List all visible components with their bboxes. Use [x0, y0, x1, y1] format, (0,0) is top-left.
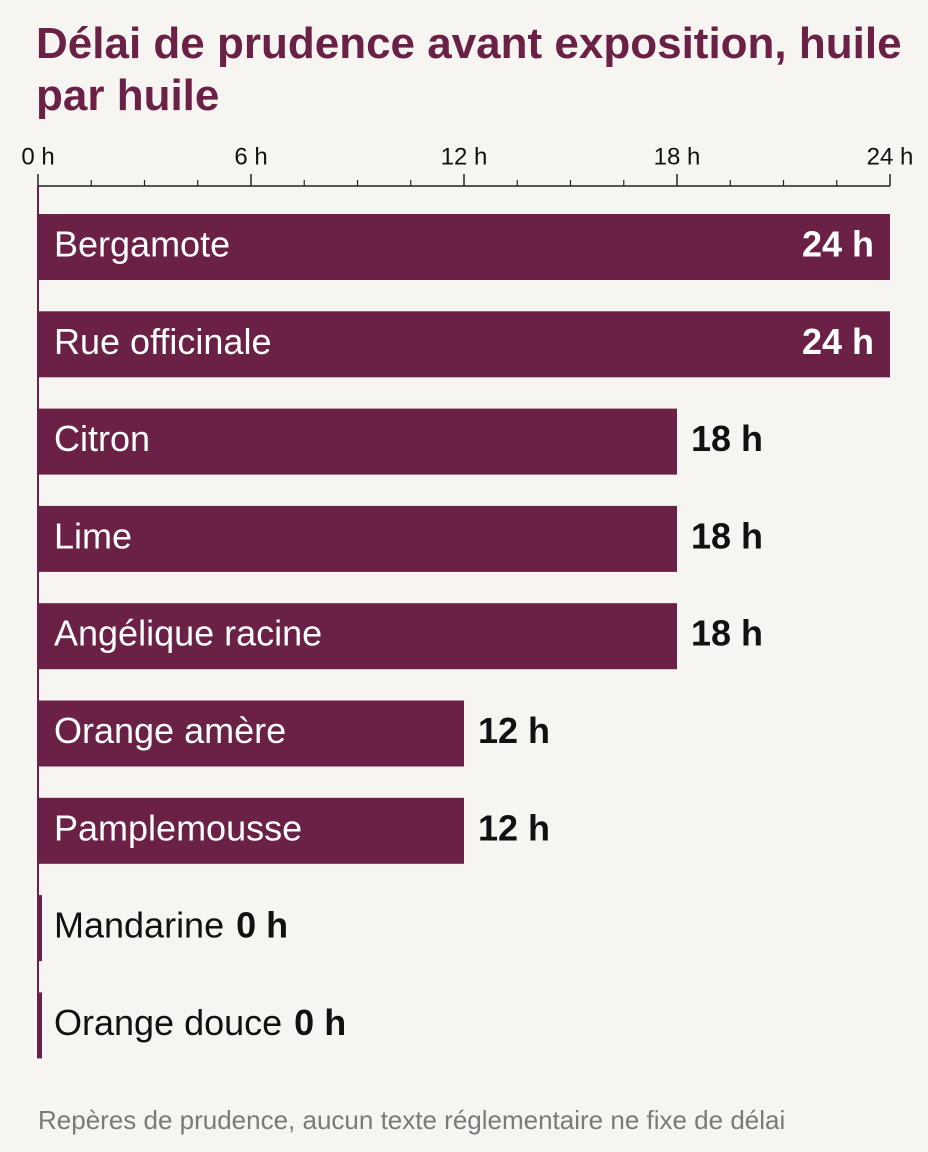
value-label: 0 h — [294, 1002, 346, 1043]
bar — [38, 992, 42, 1059]
value-label: 24 h — [802, 224, 874, 265]
category-label: Citron — [54, 418, 150, 459]
bar — [38, 700, 464, 767]
value-label: 18 h — [691, 515, 763, 556]
value-label: 12 h — [478, 807, 550, 848]
bar — [38, 797, 464, 864]
category-label: Angélique racine — [54, 613, 322, 654]
value-label: 24 h — [802, 321, 874, 362]
bar — [38, 408, 677, 475]
value-label: 18 h — [691, 418, 763, 459]
value-label: 18 h — [691, 613, 763, 654]
category-label: Lime — [54, 515, 132, 556]
x-tick-label: 24 h — [867, 143, 914, 170]
category-label: Pamplemousse — [54, 807, 302, 848]
category-label: Bergamote — [54, 224, 230, 265]
value-label: 12 h — [478, 710, 550, 751]
category-label: Rue officinale — [54, 321, 271, 362]
bar — [38, 895, 42, 962]
x-tick-label: 12 h — [441, 143, 488, 170]
category-label: Mandarine — [54, 905, 224, 946]
chart-title: Délai de prudence avant exposition, huil… — [36, 19, 902, 120]
footnote: Repères de prudence, aucun texte régleme… — [38, 1105, 785, 1135]
category-label: Orange douce — [54, 1002, 282, 1043]
category-label: Orange amère — [54, 710, 286, 751]
x-tick-label: 6 h — [234, 143, 267, 170]
bar — [38, 311, 890, 378]
x-tick-label: 0 h — [21, 143, 54, 170]
x-tick-label: 18 h — [654, 143, 701, 170]
bar — [38, 505, 677, 572]
bar — [38, 603, 677, 670]
value-label: 0 h — [236, 905, 288, 946]
bar — [38, 214, 890, 280]
